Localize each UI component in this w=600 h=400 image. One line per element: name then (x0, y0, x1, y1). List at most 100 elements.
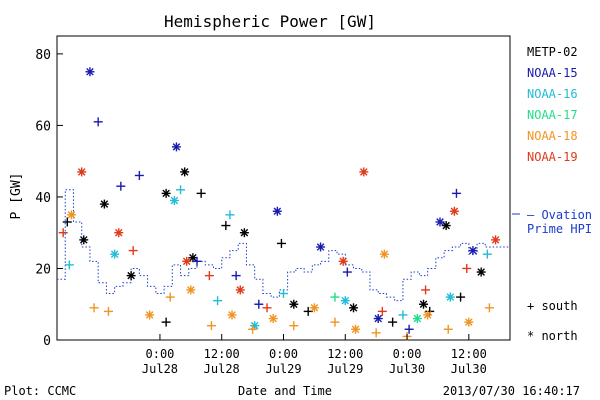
south-point (421, 285, 431, 295)
point-stroke (351, 325, 360, 334)
south-point (176, 185, 186, 195)
north-point (340, 296, 350, 306)
point-stroke (477, 268, 485, 276)
south-point (484, 303, 494, 313)
point-stroke (67, 211, 76, 219)
south-point (58, 228, 68, 238)
south-point (289, 321, 299, 331)
south-point (388, 317, 398, 327)
south-point (62, 217, 72, 227)
plot-timestamp: 2013/07/30 16:40:17 (443, 384, 580, 398)
marker-legend: + south * north (527, 299, 578, 343)
south-point (161, 317, 171, 327)
south-point (279, 289, 288, 299)
north-point (338, 256, 348, 266)
x-tick-date-label: Jul28 (204, 362, 240, 376)
south-point (330, 292, 340, 302)
point-stroke (423, 311, 432, 319)
north-point (169, 196, 179, 206)
south-point (330, 317, 340, 327)
y-tick-label: 40 (35, 191, 51, 206)
point-stroke (189, 253, 197, 262)
south-point (204, 271, 214, 281)
point-stroke (316, 243, 325, 251)
legend-item-noaa-18: NOAA-18 (527, 129, 578, 143)
north-point (468, 246, 478, 256)
south-point (213, 296, 223, 306)
south-point (451, 188, 461, 198)
ovation-legend-line1: – Ovation (527, 208, 592, 222)
south-point (482, 249, 492, 259)
north-point (126, 271, 136, 281)
ovation-prime-hpi-path (57, 189, 510, 302)
south-point (134, 170, 144, 180)
point-stroke (172, 143, 181, 151)
point-stroke (79, 236, 88, 244)
south-point (128, 246, 138, 256)
south-point (342, 267, 352, 277)
north-point (182, 256, 192, 266)
data-points (58, 67, 501, 341)
south-point (377, 306, 387, 316)
y-tick-label: 80 (35, 48, 51, 63)
north-point (351, 324, 361, 334)
north-point (435, 217, 445, 227)
north-point (186, 285, 196, 295)
north-point (349, 303, 359, 313)
x-tick-label: 12:00 (327, 347, 363, 361)
north-point (359, 167, 369, 177)
north-point (145, 310, 155, 320)
y-axis-label: P [GW] (9, 173, 24, 220)
south-point (303, 306, 313, 316)
point-stroke (110, 250, 119, 258)
point-stroke (114, 228, 123, 237)
south-point (443, 324, 453, 334)
south-point (116, 181, 126, 191)
north-point (268, 314, 278, 324)
x-axis-ticks: 0:00Jul2812:00Jul280:00Jul2912:00Jul290:… (142, 334, 487, 376)
north-point (289, 299, 299, 309)
point-stroke (145, 311, 154, 319)
y-axis-ticks: 0 20 40 60 80 (35, 48, 63, 349)
north-point (66, 210, 76, 220)
point-stroke (127, 271, 135, 280)
south-point (231, 271, 241, 281)
south-point (225, 210, 235, 220)
south-point (262, 303, 272, 313)
north-point (85, 67, 95, 77)
south-point (221, 221, 231, 231)
point-stroke (228, 311, 236, 319)
point-stroke (162, 189, 170, 198)
south-point (64, 260, 74, 270)
point-stroke (86, 67, 94, 76)
north-point (79, 235, 89, 245)
north-point (114, 228, 124, 238)
point-stroke (187, 286, 195, 294)
ovation-legend-line2: Prime HPI (527, 222, 592, 236)
north-point (373, 314, 383, 324)
legend-item-noaa-17: NOAA-17 (527, 108, 578, 122)
x-tick-label: 0:00 (393, 347, 422, 361)
point-stroke (469, 246, 477, 255)
y-tick-label: 20 (35, 262, 51, 277)
point-stroke (310, 304, 319, 312)
point-stroke (465, 318, 473, 326)
point-stroke (170, 196, 179, 205)
point-stroke (436, 218, 444, 226)
north-point (476, 267, 486, 277)
x-tick-label: 0:00 (269, 347, 298, 361)
point-stroke (374, 314, 383, 323)
x-tick-date-label: Jul28 (142, 362, 178, 376)
north-point (419, 299, 429, 309)
north-point (491, 235, 501, 245)
point-stroke (240, 228, 249, 237)
x-tick-label: 12:00 (204, 347, 240, 361)
x-tick-label: 0:00 (146, 347, 175, 361)
y-tick-label: 0 (43, 334, 51, 349)
point-stroke (273, 207, 282, 216)
legend-item-noaa-15: NOAA-15 (527, 66, 578, 80)
x-tick-date-label: Jul29 (327, 362, 363, 376)
marker-legend-north: * north (527, 329, 578, 343)
south-point (276, 238, 286, 248)
point-stroke (180, 168, 189, 176)
